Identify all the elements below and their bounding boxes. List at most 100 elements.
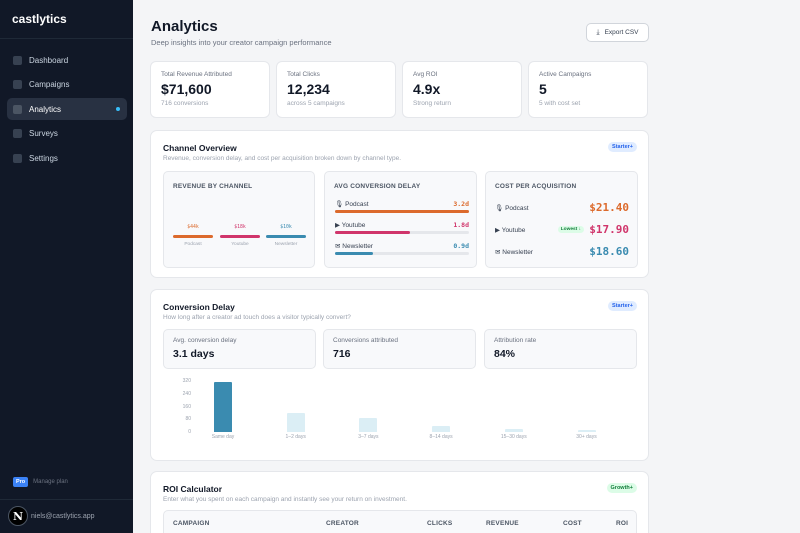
x-axis-category-label: 8–14 days	[429, 434, 453, 440]
y-axis-tick-label: 240	[182, 390, 191, 397]
revenue-value-label: $18k	[234, 225, 246, 230]
delay-value: 3.2d	[453, 200, 469, 208]
manage-plan-link[interactable]: Manage plan	[33, 479, 68, 485]
kpi-sub: 5 with cost set	[539, 100, 581, 107]
histogram-bar	[577, 430, 596, 432]
kpi-label: Active Campaigns	[539, 71, 592, 78]
column-header-creator[interactable]: CREATOR	[326, 520, 359, 527]
revenue-bar-newsletter	[266, 235, 306, 238]
roi-table-header: CAMPAIGN CREATOR CLICKS REVENUE COST ROI	[163, 510, 637, 533]
column-header-cost[interactable]: COST	[563, 520, 582, 527]
conversion-delay-histogram: 0 80 160 240 320 Same day 1–2 days 3–7 days 8–14…	[151, 290, 650, 462]
cpa-row-youtube: ▶ Youtube Lowest ↓ $17.90	[495, 223, 629, 237]
panel-title: COST PER ACQUISITION	[495, 183, 577, 190]
export-csv-button[interactable]: ⤓ Export CSV	[586, 23, 649, 42]
avg-conversion-delay-panel: AVG CONVERSION DELAY 🎙 Podcast 3.2d ▶ Yo…	[324, 171, 477, 268]
delay-track	[335, 252, 469, 255]
sidebar-item-label: Dashboard	[29, 55, 69, 65]
brand-logo[interactable]: castlytics	[12, 12, 67, 26]
page-subtitle: Deep insights into your creator campaign…	[151, 38, 332, 47]
sidebar-item-dashboard[interactable]: Dashboard	[7, 49, 127, 71]
cpa-value: $21.40	[589, 201, 629, 214]
revenue-bar-youtube	[220, 235, 260, 238]
delay-value: 1.8d	[453, 221, 469, 229]
sidebar-divider	[0, 499, 133, 500]
settings-icon	[13, 153, 22, 163]
card-title: ROI Calculator	[163, 484, 223, 494]
x-axis-category-label: 15–30 days	[500, 434, 527, 440]
cpa-channel-name: Podcast	[505, 205, 529, 212]
sidebar-item-campaigns[interactable]: Campaigns	[7, 74, 127, 96]
stat-value: 3.1 days	[173, 348, 215, 360]
lowest-badge: Lowest ↓	[557, 226, 584, 233]
x-axis-category-label: Same day	[211, 434, 235, 440]
kpi-value: 4.9x	[413, 81, 441, 97]
avatar[interactable]: N	[8, 506, 28, 526]
y-axis-tick-label: 160	[182, 403, 191, 410]
roi-calculator-card: ROI Calculator Enter what you spent on e…	[150, 471, 649, 533]
revenue-channel-label: Newsletter	[274, 242, 298, 247]
kpi-sub: Strong return	[413, 100, 451, 107]
card-subtitle: Enter what you spent on each campaign an…	[163, 496, 407, 503]
histogram-bar	[504, 429, 523, 432]
youtube-icon: ▶	[335, 222, 340, 229]
revenue-bar-podcast	[173, 235, 213, 238]
surveys-icon	[13, 129, 22, 138]
revenue-value-label: $44k	[187, 225, 199, 230]
x-axis-category-label: 1–2 days	[285, 434, 306, 440]
sidebar-item-label: Settings	[29, 153, 58, 163]
dashboard-icon	[13, 55, 22, 65]
user-email: niels@castlytics.app	[31, 512, 95, 520]
cpa-value: $17.90	[589, 223, 629, 236]
kpi-sub: 716 conversions	[161, 100, 209, 107]
column-header-revenue[interactable]: REVENUE	[486, 520, 519, 527]
revenue-channel-label: Youtube	[231, 242, 249, 247]
delay-fill-bar	[335, 231, 411, 234]
revenue-value-label: $10k	[280, 225, 292, 230]
sidebar-nav: Dashboard Campaigns Analytics Surveys Se…	[7, 49, 127, 172]
cpa-channel: ▶ Youtube	[495, 226, 525, 234]
y-axis-tick-label: 320	[182, 378, 191, 384]
histogram-bar	[359, 417, 378, 432]
histogram-bar	[286, 413, 305, 432]
revenue-channel-label: Podcast	[184, 242, 202, 247]
tier-badge: Starter+	[608, 142, 637, 152]
microphone-icon: 🎙	[495, 205, 504, 212]
cpa-channel: 🎙 Podcast	[495, 204, 529, 212]
x-axis-category-label: 30+ days	[576, 434, 597, 440]
column-header-campaign[interactable]: CAMPAIGN	[173, 520, 210, 527]
delay-fill-bar	[335, 252, 373, 255]
delay-value: 0.9d	[453, 242, 469, 250]
youtube-icon: ▶	[495, 227, 500, 234]
kpi-label: Total Revenue Attributed	[161, 71, 232, 78]
sidebar-item-analytics[interactable]: Analytics	[7, 98, 127, 120]
export-csv-label: Export CSV	[604, 29, 639, 36]
histogram-bar	[214, 382, 232, 432]
card-subtitle: Revenue, conversion delay, and cost per …	[163, 155, 401, 162]
card-title: Conversion Delay	[163, 302, 235, 312]
column-header-clicks[interactable]: CLICKS	[427, 520, 453, 527]
microphone-icon: 🎙	[335, 201, 344, 208]
delay-channel-name: Youtube	[341, 222, 366, 229]
sidebar-item-settings[interactable]: Settings	[7, 147, 127, 169]
stat-avg-delay: Avg. conversion delay 3.1 days	[163, 329, 316, 369]
cost-per-acquisition-panel: COST PER ACQUISITION 🎙 Podcast $21.40 ▶ …	[485, 171, 638, 268]
sidebar-item-label: Analytics	[29, 104, 62, 114]
x-axis-category-label: 3–7 days	[358, 434, 379, 440]
user-profile[interactable]: N niels@castlytics.app	[8, 506, 95, 526]
sidebar-item-surveys[interactable]: Surveys	[7, 123, 127, 145]
column-header-roi[interactable]: ROI	[616, 520, 629, 527]
tier-badge: Growth+	[606, 483, 637, 493]
revenue-by-channel-panel: REVENUE BY CHANNEL $44k $18k $10k Podcas…	[163, 171, 315, 268]
panel-title: REVENUE BY CHANNEL	[173, 183, 253, 190]
cpa-channel-name: Youtube	[501, 227, 526, 234]
sidebar-item-label: Surveys	[29, 129, 58, 138]
stat-value: 84%	[494, 348, 516, 360]
stat-attribution-rate: Attribution rate 84%	[484, 329, 637, 369]
cpa-row-podcast: 🎙 Podcast $21.40	[495, 201, 629, 215]
kpi-card-campaigns: Active Campaigns 5 5 with cost set	[528, 61, 648, 118]
delay-track	[335, 231, 469, 234]
tier-badge: Starter+	[608, 301, 637, 311]
delay-channel: ▶ Youtube	[335, 221, 365, 229]
mail-icon: ✉	[335, 243, 341, 250]
